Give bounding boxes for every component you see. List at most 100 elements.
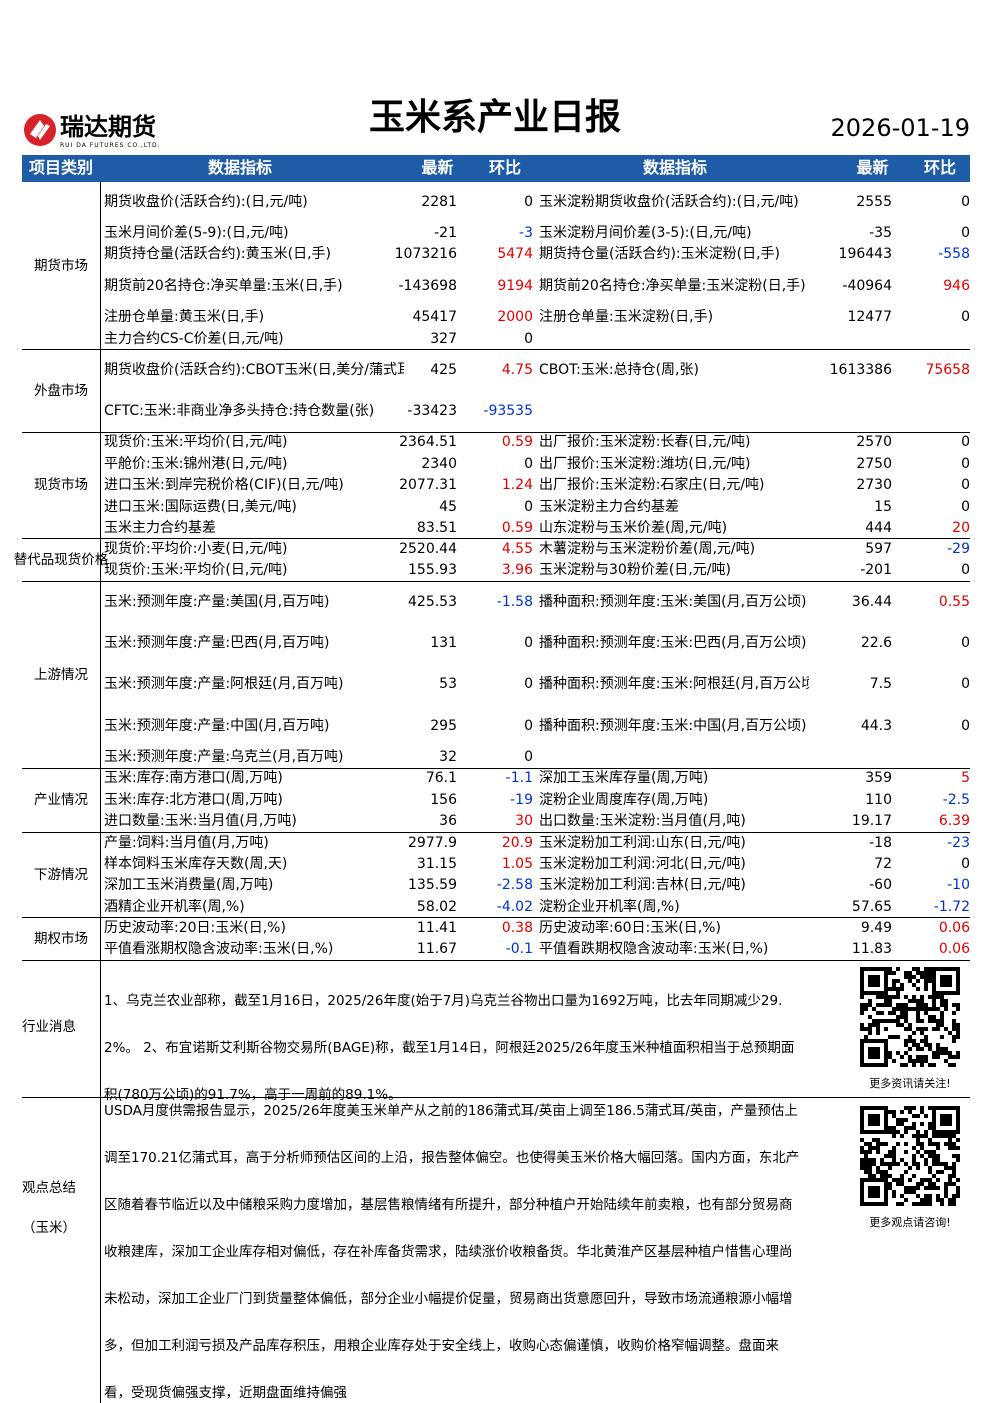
latest-value: 2077.31	[399, 477, 457, 493]
indicator-name: 主力合约CS-C价差(日,元/吨)	[104, 331, 284, 347]
indicator-name: 出厂报价:玉米淀粉:潍坊(日,元/吨)	[539, 456, 751, 472]
indicator-name: 期货收盘价(活跃合约):(日,元/吨)	[104, 194, 308, 210]
indicator-name: 酒精企业开机率(周,%)	[104, 899, 245, 915]
section-category: 期货市场	[34, 257, 88, 274]
change-value: 0.59	[501, 434, 533, 450]
indicator-name: 现货价:玉米:平均价(日,元/吨)	[104, 434, 288, 450]
indicator-name: CFTC:玉米:非商业净多头持仓:持仓数量(张)	[104, 403, 375, 419]
indicator-name: 玉米:预测年度:产量:中国(月,百万吨)	[104, 718, 330, 734]
latest-value: 135.59	[408, 877, 457, 893]
indicator-name: 播种面积:预测年度:玉米:美国(月,百万公顷)	[539, 594, 807, 610]
latest-value: 11.41	[416, 920, 457, 936]
latest-value: 425	[430, 362, 457, 378]
qr-code	[860, 967, 960, 1067]
change-value: 946	[943, 278, 970, 294]
report-title: 玉米系产业日报	[368, 97, 621, 138]
change-value: -10	[947, 877, 970, 893]
section-line	[22, 432, 970, 433]
indicator-name: 玉米:库存:北方港口(周,万吨)	[104, 792, 283, 808]
indicator-name: 玉米淀粉加工利润:吉林(日,元/吨)	[539, 877, 746, 893]
latest-value: 196443	[838, 246, 892, 262]
latest-value: 58.02	[416, 899, 457, 915]
qr-caption: 更多资讯请关注!	[869, 1077, 951, 1090]
latest-value: -33423	[407, 403, 457, 419]
change-value: 0	[524, 635, 533, 651]
change-value: 1.05	[501, 856, 533, 872]
indicator-name: 进口玉米:国际运费(日,美元/吨)	[104, 499, 297, 515]
column-header: 数据指标	[207, 158, 272, 177]
indicator-name: 现货价:平均价:小麦(日,元/吨)	[104, 541, 288, 557]
column-header: 最新	[421, 158, 454, 177]
news-text: 1、乌克兰农业部称，截至1月16日，2025/26年度(始于7月)乌克兰谷物出口…	[104, 993, 795, 1103]
change-value: 1.24	[501, 477, 533, 493]
section-category: 下游情况	[34, 866, 88, 883]
section-line	[22, 349, 970, 350]
indicator-name: 历史波动率:20日:玉米(日,%)	[104, 920, 286, 936]
indicator-name: 平值看涨期权隐含波动率:玉米(日,%)	[104, 941, 334, 957]
latest-value: 36	[439, 813, 457, 829]
indicator-name: 出口数量:玉米淀粉:当月值(月,吨)	[539, 813, 746, 829]
section-line	[22, 1097, 970, 1098]
section-line	[22, 768, 970, 769]
section-line	[22, 960, 970, 961]
latest-value: 2750	[856, 456, 892, 472]
latest-value: 72	[874, 856, 892, 872]
indicator-name: 期货持仓量(活跃合约):玉米淀粉(日,手)	[539, 246, 781, 262]
indicator-name: 玉米淀粉期货收盘价(活跃合约):(日,元/吨)	[539, 194, 799, 210]
change-value: -0.1	[505, 941, 533, 957]
change-value: -2.5	[942, 792, 970, 808]
indicator-name: 玉米主力合约基差	[104, 520, 216, 536]
latest-value: -40964	[842, 278, 892, 294]
change-value: -93535	[483, 403, 533, 419]
change-value: -1.58	[496, 594, 533, 610]
change-value: 0.06	[938, 941, 970, 957]
company-name: 瑞达期货	[60, 113, 156, 141]
change-value: 0	[961, 718, 970, 734]
change-value: 0	[961, 434, 970, 450]
change-value: 0	[961, 456, 970, 472]
change-value: 9194	[497, 278, 533, 294]
latest-value: 2570	[856, 434, 892, 450]
change-value: 20	[952, 520, 970, 536]
change-value: -23	[947, 835, 970, 851]
indicator-name: 玉米淀粉与30粉价差(日,元/吨)	[539, 562, 731, 578]
indicator-name: 玉米淀粉加工利润:河北(日,元/吨)	[539, 856, 746, 872]
column-header: 项目类别	[28, 158, 93, 177]
indicator-name: 出厂报价:玉米淀粉:石家庄(日,元/吨)	[539, 477, 765, 493]
indicator-name: 玉米:库存:南方港口(周,万吨)	[104, 770, 283, 786]
section-line	[22, 832, 970, 833]
change-value: -4.02	[496, 899, 533, 915]
section-line	[22, 581, 970, 582]
change-value: -1.72	[933, 899, 970, 915]
latest-value: -60	[869, 877, 892, 893]
latest-value: 2520.44	[399, 541, 457, 557]
change-value: 20.9	[501, 835, 533, 851]
indicator-name: 进口玉米:到岸完税价格(CIF)(日,元/吨)	[104, 477, 344, 493]
section-line	[22, 917, 970, 918]
column-divider	[100, 182, 101, 1403]
change-value: -558	[938, 246, 970, 262]
change-value: 5	[961, 770, 970, 786]
indicator-name: 玉米淀粉主力合约基差	[539, 499, 679, 515]
change-value: 0	[961, 562, 970, 578]
qr-caption: 更多观点请咨询!	[869, 1216, 951, 1229]
column-header: 环比	[923, 158, 956, 177]
latest-value: 327	[430, 331, 457, 347]
section-category: 观点总结（玉米）	[22, 1180, 76, 1236]
change-value: 5474	[497, 246, 533, 262]
latest-value: 2281	[421, 194, 457, 210]
change-value: 0.59	[501, 520, 533, 536]
indicator-name: 播种面积:预测年度:玉米:巴西(月,百万公顷)	[539, 635, 807, 651]
indicator-name: 玉米月间价差(5-9):(日,元/吨)	[104, 225, 289, 241]
section-category: 上游情况	[34, 666, 88, 683]
indicator-name: 玉米:预测年度:产量:阿根廷(月,百万吨)	[104, 676, 344, 692]
latest-value: -35	[869, 225, 892, 241]
change-value: 0	[524, 456, 533, 472]
column-header: 最新	[856, 158, 889, 177]
latest-value: 19.17	[851, 813, 892, 829]
latest-value: 12477	[847, 309, 892, 325]
latest-value: 295	[430, 718, 457, 734]
indicator-name: 平值看跌期权隐含波动率:玉米(日,%)	[539, 941, 769, 957]
indicator-name: 播种面积:预测年度:玉米:中国(月,百万公顷)	[539, 718, 807, 734]
